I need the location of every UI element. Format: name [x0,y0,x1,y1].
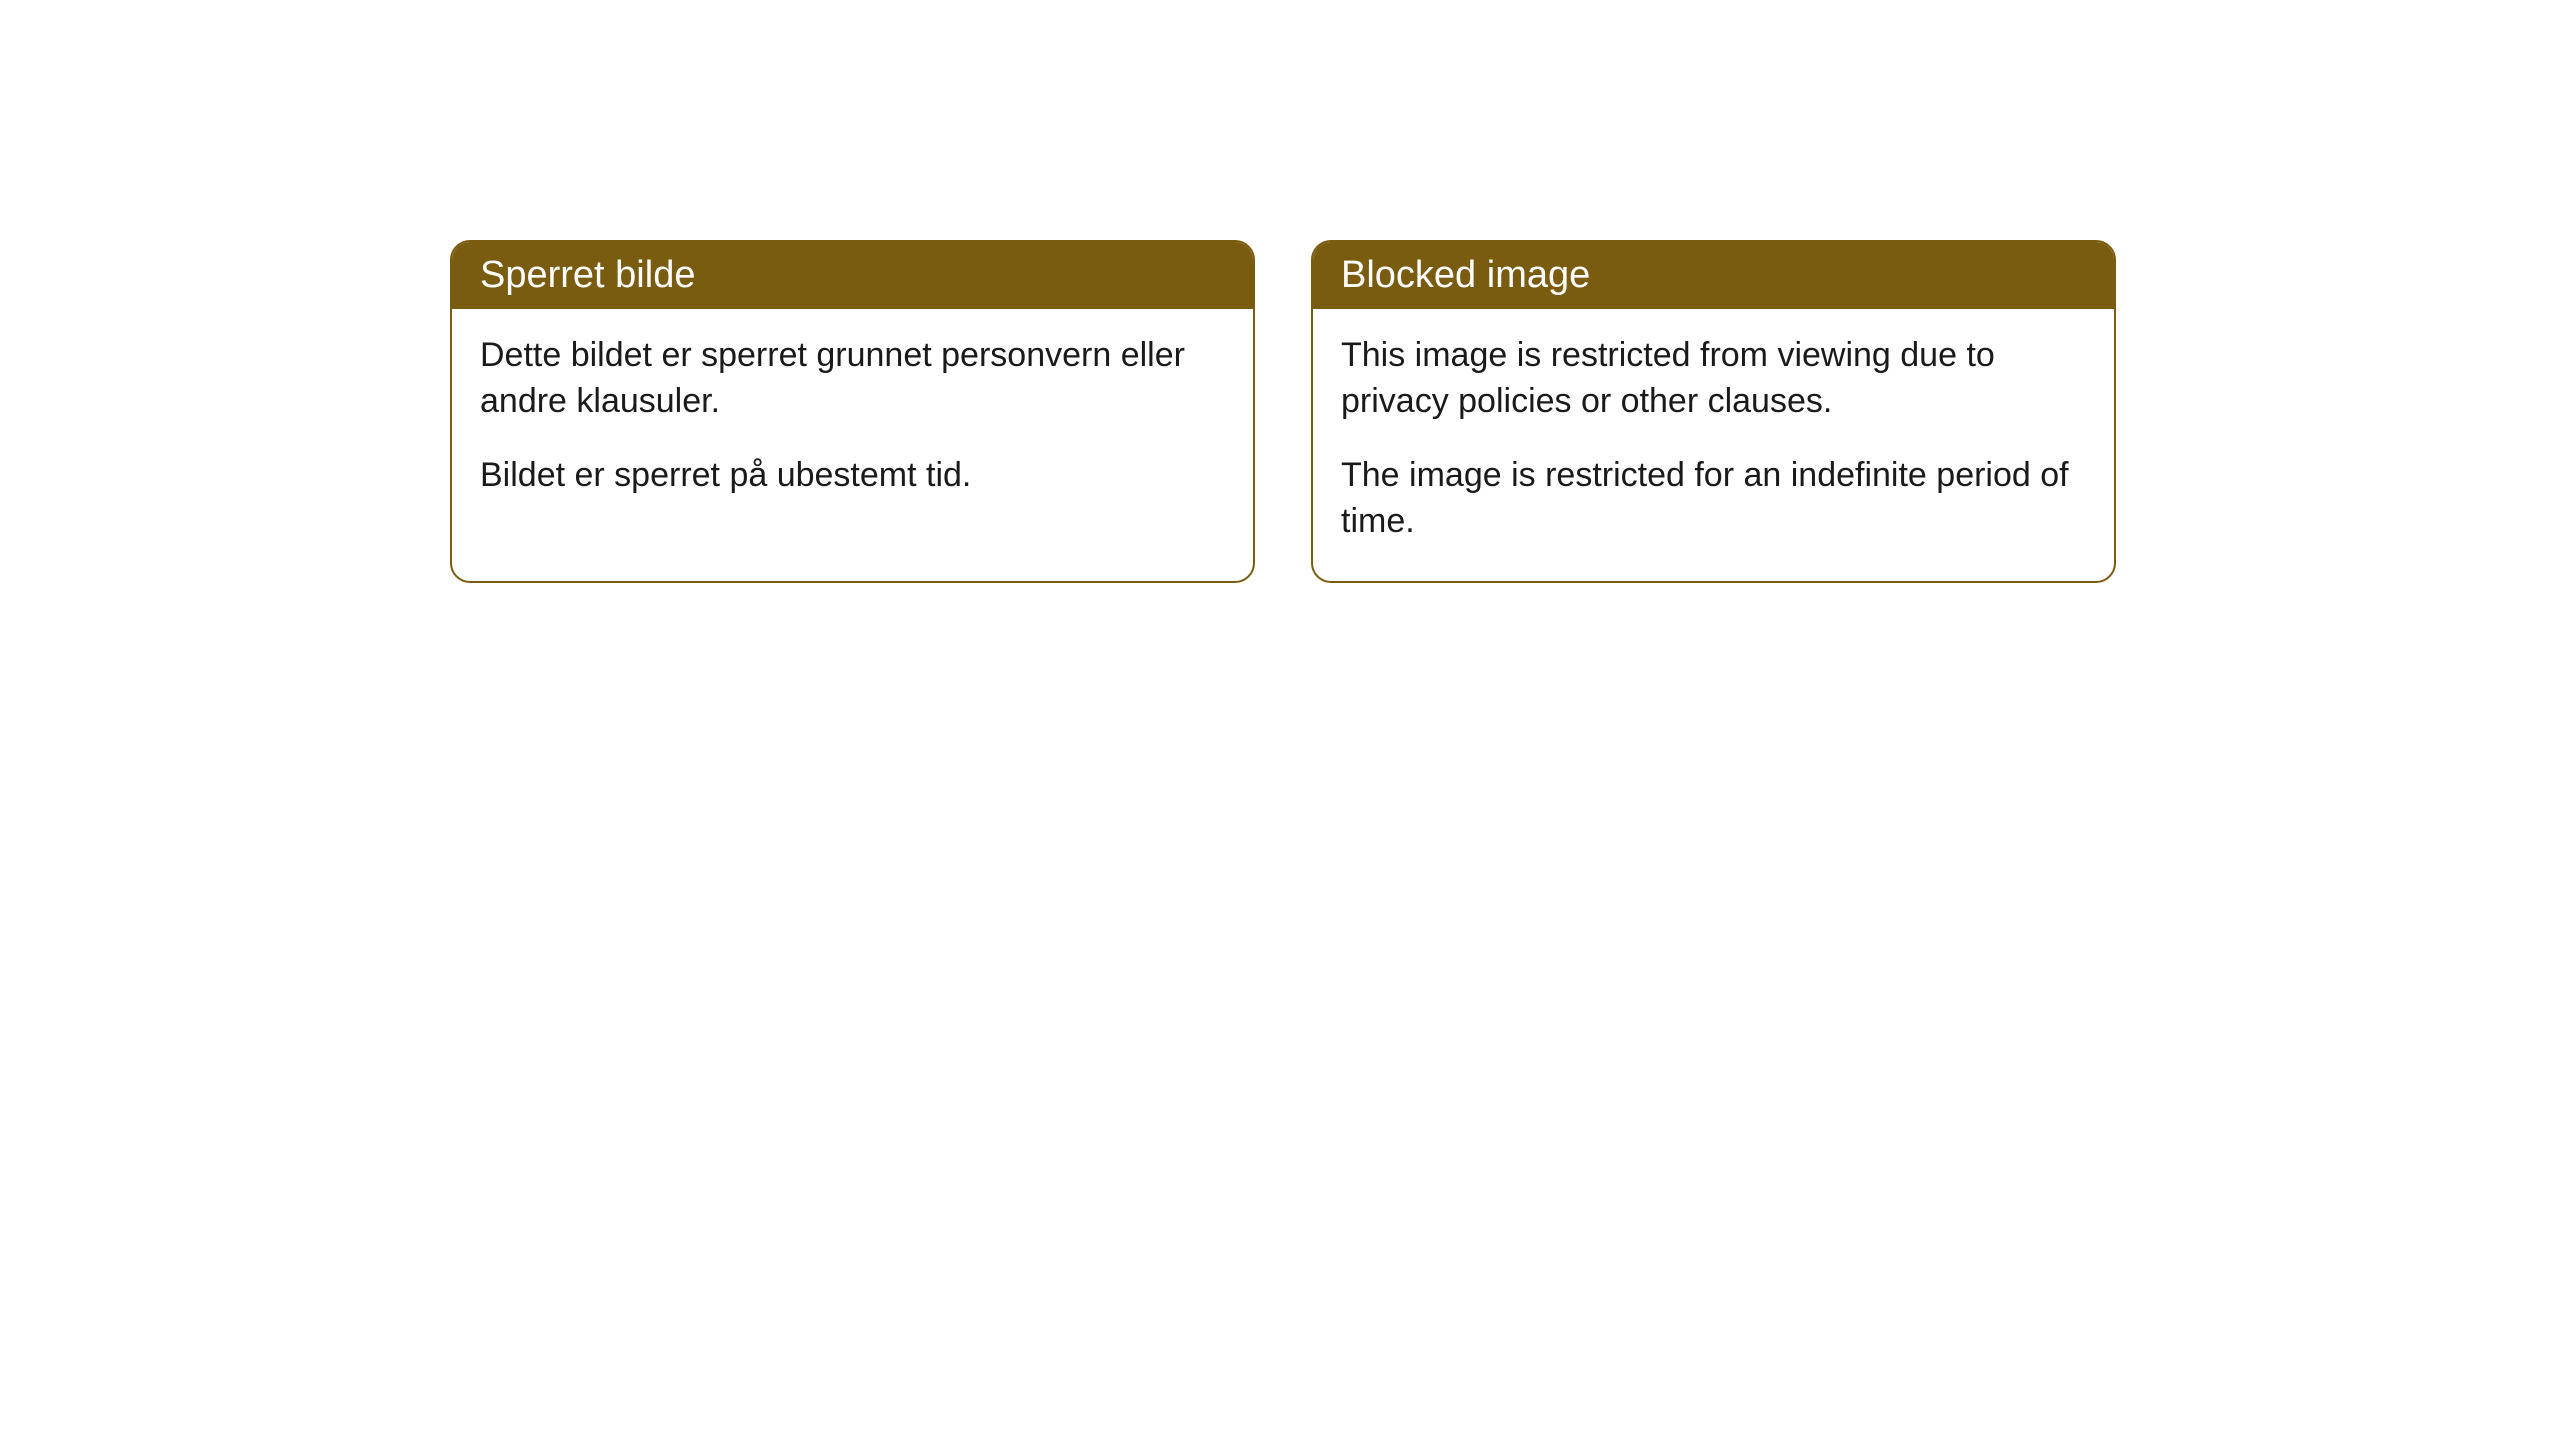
card-title: Blocked image [1341,254,1590,296]
card-body-english: This image is restricted from viewing du… [1313,309,2114,581]
card-title: Sperret bilde [480,254,695,296]
card-header-norwegian: Sperret bilde [452,242,1253,309]
card-body-norwegian: Dette bildet er sperret grunnet personve… [452,309,1253,535]
card-paragraph: Dette bildet er sperret grunnet personve… [480,333,1225,425]
blocked-image-card-english: Blocked image This image is restricted f… [1311,240,2116,583]
card-paragraph: The image is restricted for an indefinit… [1341,453,2086,545]
card-header-english: Blocked image [1313,242,2114,309]
card-paragraph: This image is restricted from viewing du… [1341,333,2086,425]
card-paragraph: Bildet er sperret på ubestemt tid. [480,453,1225,499]
notice-cards-container: Sperret bilde Dette bildet er sperret gr… [450,240,2116,583]
blocked-image-card-norwegian: Sperret bilde Dette bildet er sperret gr… [450,240,1255,583]
